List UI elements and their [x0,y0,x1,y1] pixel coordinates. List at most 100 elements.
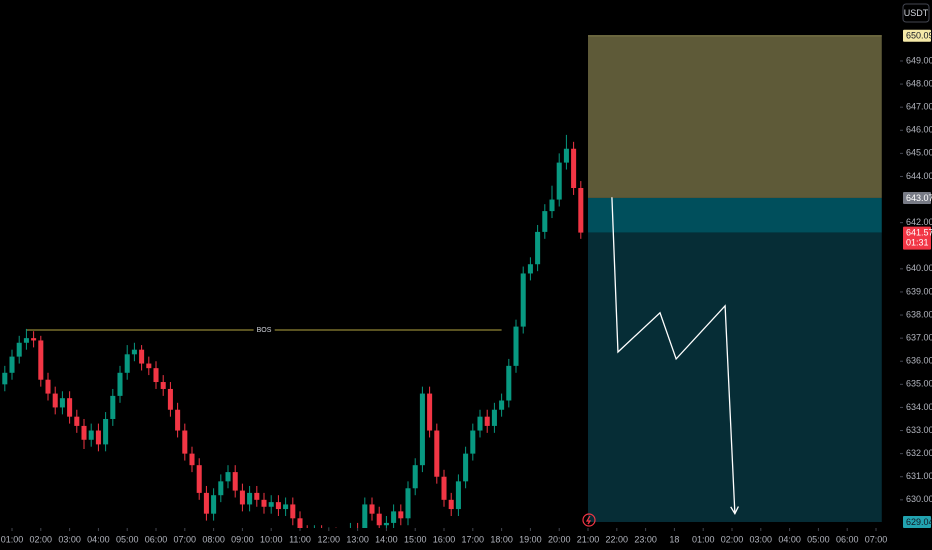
candle-body [391,511,397,523]
candle-body [146,363,152,369]
candle-body [290,504,296,519]
projection-path [611,197,736,514]
y-tick-label: 631.00 [906,471,932,481]
y-tick-label: 642.00 [906,217,932,227]
x-tick-label: 03:00 [750,534,773,544]
x-tick-label: 18:00 [490,534,513,544]
candle-body [470,430,476,454]
y-tick-label: 632.00 [906,448,932,458]
candle-body [506,365,512,401]
candle-body [419,393,425,466]
candle-body [297,518,303,528]
candle-body [484,416,490,426]
x-tick-label: 07:00 [865,534,888,544]
axes: 630.00 631.00 632.00 633.00 634.00 635.00 636.… [1,29,932,544]
x-tick-label: 13:00 [346,534,369,544]
y-tick-label: 644.00 [906,171,932,181]
candle-body [261,499,267,507]
y-tick-label: 638.00 [906,309,932,319]
x-tick-label: 04:00 [778,534,801,544]
candle-body [268,502,274,507]
x-tick-label: 09:00 [231,534,254,544]
candle-body [239,490,245,505]
profit-zone-filled [588,197,882,233]
candle-body [491,409,497,426]
candle-body [131,349,137,355]
bos-label-bg [253,326,275,334]
x-tick-label: 22:00 [606,534,629,544]
candle-body [412,465,418,489]
candle-body [74,416,80,426]
candle-body [455,481,461,510]
candle-body [196,465,202,493]
candle-body [203,492,209,514]
candle-body [124,354,130,373]
y-tick-label: 639.00 [906,286,932,296]
x-tick-label: 06:00 [145,534,168,544]
candle-body [247,492,253,505]
candle-body [427,393,433,431]
target-price-label-bg [903,515,931,528]
entry-price-label-bg [903,191,931,204]
replay-icon[interactable] [582,513,596,527]
y-tick-label: 645.00 [906,148,932,158]
candle-body [513,326,519,366]
x-tick-label: 04:00 [87,534,110,544]
candle-body [2,372,8,385]
x-tick-label: 23:00 [634,534,657,544]
candle-body [182,430,188,454]
candle-body [45,379,51,394]
candle-body [232,472,238,491]
candle-body [477,416,483,431]
candle-body [283,504,289,510]
last-price-label: 641.57 [906,227,932,237]
x-tick-label: 11:00 [289,534,311,544]
plot-area: BOS [2,35,882,528]
candle-body [103,418,109,445]
y-tick-label: 646.00 [906,125,932,135]
target-price-label: 629.04 [906,517,932,527]
y-tick-label: 630.00 [906,494,932,504]
candle-body [9,356,15,373]
candle-body [38,340,44,380]
x-tick-label: 14:00 [375,534,398,544]
candle-body [448,499,454,510]
x-tick-label: 12:00 [318,534,341,544]
x-tick-label: 01:00 [1,534,24,544]
candle-body [549,199,555,212]
currency-box[interactable] [902,3,930,23]
candle-body [535,231,541,265]
y-tick-label: 636.00 [906,356,932,366]
candle-body [95,430,101,445]
candle-body [16,342,22,357]
x-tick-label: 02:00 [721,534,744,544]
candle-body [542,211,548,232]
candle-body [117,372,123,396]
x-tick-label: 15:00 [404,534,427,544]
x-tick-label: 19:00 [519,534,542,544]
y-tick-label: 649.00 [906,55,932,65]
candle-body [52,393,58,408]
x-tick-label: 02:00 [30,534,53,544]
candle-body [383,522,389,526]
entry-price-label: 643.07 [906,193,932,203]
countdown-label: 01:31 [906,237,929,247]
candle-body [167,388,173,410]
candle-body [275,502,281,510]
x-tick-label: 10:00 [260,534,283,544]
candle-body [81,425,87,440]
candle-body [59,398,65,408]
candle-body [520,273,526,327]
x-tick-label: 06:00 [836,534,859,544]
projection-arrowhead [730,506,739,516]
candle-body [153,368,159,383]
candle-body [563,148,569,163]
candle-body [218,481,224,496]
last-price-bg [903,226,931,250]
x-tick-label: 17:00 [462,534,485,544]
candle-body [527,264,533,274]
x-tick-label: 18 [669,534,679,544]
candle-body [139,349,145,364]
y-tick-label: 633.00 [906,425,932,435]
